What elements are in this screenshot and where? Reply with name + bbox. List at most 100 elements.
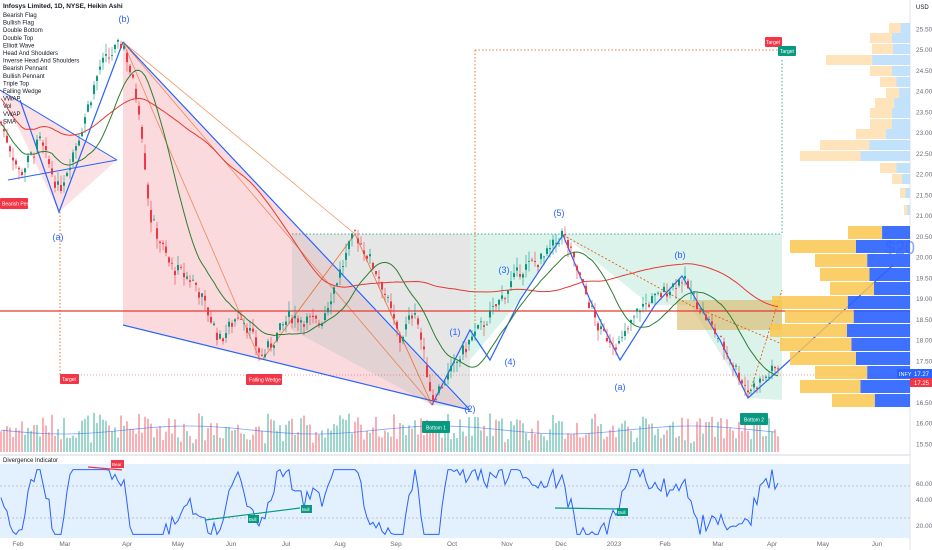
volume-bar	[105, 420, 107, 452]
candle-body	[45, 146, 47, 151]
volume-ma-line	[0, 425, 776, 435]
volume-bar	[375, 416, 377, 452]
volume-bar	[111, 431, 113, 452]
candle-body	[234, 319, 236, 322]
volume-bar	[696, 421, 698, 452]
legend-item: Double Bottom	[3, 28, 43, 34]
candle-body	[375, 270, 377, 275]
pennant-fill	[0, 90, 117, 212]
volume-bar	[504, 442, 506, 452]
candle-body	[174, 270, 176, 276]
volume-bar	[195, 439, 197, 452]
fib-fan-2	[122, 41, 261, 361]
volume-bar	[735, 438, 737, 452]
candle-body	[102, 57, 104, 63]
candle-body	[507, 290, 509, 294]
volume-profile-bar	[847, 296, 910, 309]
time-tick: May	[817, 541, 830, 548]
volume-bar	[42, 417, 44, 452]
volume-profile-bar	[785, 310, 854, 323]
volume-profile-bar	[872, 55, 910, 65]
time-tick: Sep	[390, 541, 402, 548]
candle-body	[183, 272, 185, 278]
svg-text:Target: Target	[62, 377, 77, 383]
volume-bar	[621, 423, 623, 452]
candle-body	[438, 386, 440, 393]
volume-bar	[150, 423, 152, 452]
volume-bar	[471, 435, 473, 452]
candle-body	[72, 152, 74, 162]
candle-body	[756, 387, 758, 389]
candle-body	[720, 336, 722, 338]
volume-profile-bar	[874, 394, 910, 407]
candle-body	[621, 336, 623, 338]
volume-bar	[36, 424, 38, 452]
price-tick: 16.50	[916, 400, 932, 407]
wave-label: (1)	[450, 327, 461, 337]
volume-bar	[81, 420, 83, 452]
volume-profile-bar	[847, 324, 910, 337]
time-tick: Aug	[334, 541, 346, 548]
candle-body	[474, 331, 476, 336]
svg-text:Bull: Bull	[618, 510, 626, 515]
candle-body	[738, 372, 740, 380]
candle-body	[699, 310, 701, 313]
pennant-upper	[0, 89, 118, 161]
volume-bar	[201, 416, 203, 452]
volume-bar	[9, 427, 11, 452]
divergence-line	[0, 467, 779, 536]
volume-profile-bar	[885, 129, 910, 139]
candle-body	[456, 361, 458, 363]
candle-body	[477, 325, 479, 329]
candle-body	[108, 57, 110, 59]
candle-body	[9, 146, 11, 152]
volume-profile-bar	[892, 44, 910, 54]
volume-bar	[705, 421, 707, 452]
candle-body	[162, 242, 164, 245]
candle-body	[678, 279, 680, 286]
legend-item: Bullish Pennant	[3, 74, 45, 80]
candle-body	[498, 299, 500, 305]
volume-bar	[774, 429, 776, 452]
volume-profile-bar	[875, 98, 895, 108]
candle-body	[99, 66, 101, 70]
volume-bar	[597, 426, 599, 452]
candle-body	[240, 319, 242, 320]
candle-body	[354, 230, 356, 231]
bull-divergence-line	[204, 507, 301, 521]
candle-body	[750, 390, 752, 391]
volume-profile-bar	[882, 226, 910, 239]
volume-bar	[75, 437, 77, 452]
candle-body	[747, 390, 749, 393]
time-tick: Apr	[767, 541, 778, 548]
volume-bar	[528, 440, 530, 452]
volume-bar	[255, 426, 257, 452]
time-tick: May	[172, 541, 185, 548]
candle-body	[126, 52, 128, 63]
wave-label: (b)	[119, 14, 130, 24]
volume-bar	[747, 431, 749, 452]
volume-bar	[3, 429, 5, 452]
volume-bar	[147, 418, 149, 452]
volume-bar	[543, 436, 545, 452]
volume-bar	[690, 442, 692, 452]
candle-body	[291, 318, 293, 324]
volume-bar	[525, 432, 527, 452]
candle-body	[582, 279, 584, 282]
candle-body	[207, 307, 209, 316]
volume-bar	[141, 432, 143, 452]
volume-bar	[624, 420, 626, 452]
divergence-tick: 60.00	[916, 481, 932, 488]
candle-body	[63, 182, 65, 186]
volume-bar	[192, 443, 194, 452]
volume-bar	[156, 428, 158, 452]
candle-body	[39, 136, 41, 139]
volume-bar	[321, 430, 323, 452]
volume-bar	[438, 428, 440, 452]
volume-bar	[645, 418, 647, 452]
volume-bar	[555, 423, 557, 452]
candle-body	[600, 326, 602, 330]
candle-body	[546, 248, 548, 254]
candle-body	[189, 280, 191, 282]
candle-body	[549, 247, 551, 250]
